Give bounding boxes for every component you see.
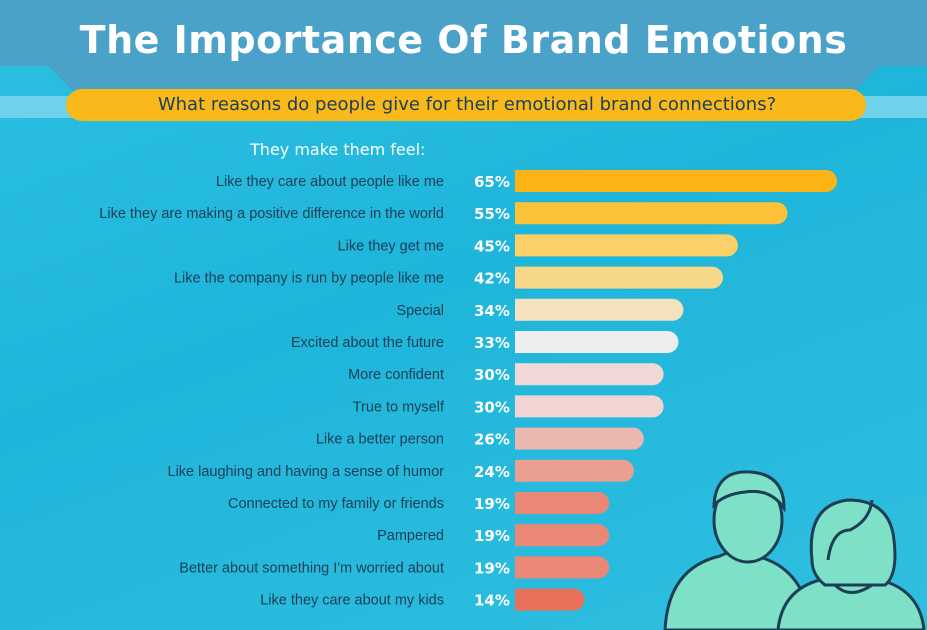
section-label: They make them feel:: [250, 140, 426, 159]
value-label: 19%: [474, 495, 510, 513]
category-label: Like they get me: [338, 238, 444, 254]
bar-left-cap: [515, 298, 526, 321]
bar-left-cap: [515, 524, 526, 547]
bar: [515, 170, 837, 192]
bar: [515, 331, 679, 353]
category-label: Like they care about people like me: [216, 174, 444, 190]
category-label: Excited about the future: [291, 335, 444, 351]
category-label: Like the company is run by people like m…: [174, 271, 444, 287]
category-label: Like laughing and having a sense of humo…: [168, 464, 445, 480]
bar-left-cap: [515, 234, 526, 257]
bar-left-cap: [515, 427, 526, 450]
bar: [515, 363, 664, 386]
value-label: 45%: [474, 237, 510, 255]
page-subtitle: What reasons do people give for their em…: [157, 94, 777, 115]
bar: [515, 492, 610, 514]
value-label: 30%: [474, 366, 510, 384]
value-label: 14%: [474, 592, 510, 610]
bar: [515, 298, 684, 321]
category-label: Connected to my family or friends: [228, 496, 444, 512]
bar-left-cap: [515, 556, 526, 579]
bar-left-cap: [515, 170, 526, 192]
value-label: 65%: [474, 173, 510, 191]
subtitle-band: [66, 89, 866, 121]
category-label: True to myself: [353, 399, 445, 415]
bar: [515, 556, 610, 579]
bar-left-cap: [515, 459, 526, 482]
bar-left-cap: [515, 588, 526, 611]
category-label: Special: [396, 303, 444, 319]
bar-left-cap: [515, 331, 526, 353]
value-label: 33%: [474, 334, 510, 352]
page-title: The Importance Of Brand Emotions: [79, 18, 848, 62]
category-label: Like they care about my kids: [260, 593, 444, 609]
value-label: 34%: [474, 302, 510, 320]
value-label: 24%: [474, 463, 510, 481]
bar: [515, 427, 644, 450]
value-label: 19%: [474, 559, 510, 577]
bar: [515, 202, 788, 225]
value-label: 42%: [474, 270, 510, 288]
bar-left-cap: [515, 492, 526, 514]
bar: [515, 524, 610, 547]
bar-left-cap: [515, 202, 526, 225]
bar: [515, 234, 738, 257]
category-label: Like they are making a positive differen…: [99, 206, 444, 222]
value-label: 30%: [474, 398, 510, 416]
bar-left-cap: [515, 395, 526, 418]
bar: [515, 266, 724, 289]
bar: [515, 459, 634, 482]
value-label: 26%: [474, 431, 510, 449]
value-label: 55%: [474, 205, 510, 223]
bar-left-cap: [515, 266, 526, 289]
category-label: Better about something I'm worried about: [179, 560, 444, 576]
bar: [515, 395, 664, 418]
category-label: Like a better person: [316, 432, 444, 448]
bar: [515, 588, 585, 611]
category-label: Pampered: [377, 528, 444, 544]
people-illustration-icon: [663, 470, 927, 630]
value-label: 19%: [474, 527, 510, 545]
bar-left-cap: [515, 363, 526, 386]
title-banner: [0, 0, 927, 90]
category-label: More confident: [348, 367, 444, 383]
